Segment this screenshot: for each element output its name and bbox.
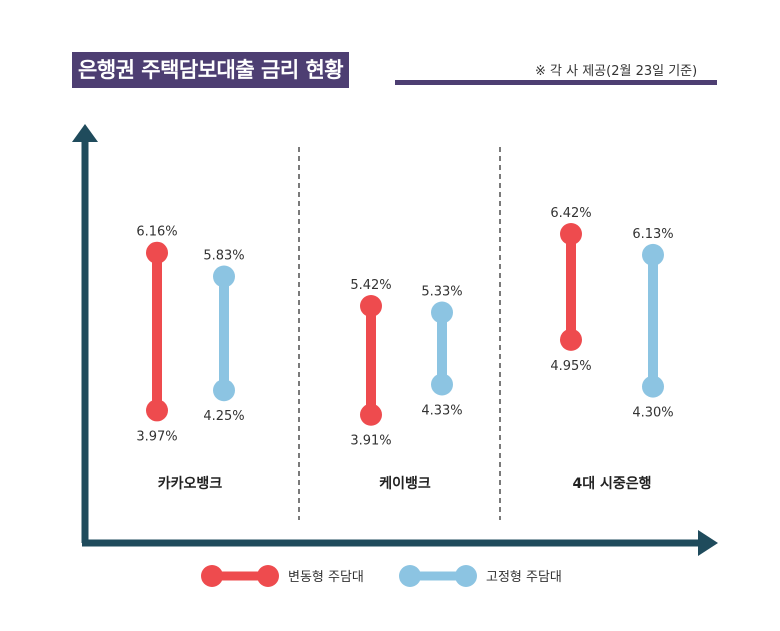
chart-title: 은행권 주택담보대출 금리 현황 [72, 52, 350, 88]
max-point [360, 295, 382, 317]
y-axis-arrow-icon [72, 124, 98, 142]
min-data-label: 4.33% [421, 403, 462, 418]
min-point [431, 373, 453, 396]
min-data-label: 4.25% [203, 409, 244, 424]
min-point [360, 403, 382, 426]
min-data-label: 4.30% [632, 406, 673, 421]
max-data-label: 5.83% [203, 248, 244, 263]
min-point [560, 328, 582, 351]
legend-label: 고정형 주담대 [486, 570, 562, 585]
min-point [642, 375, 664, 398]
max-point [146, 241, 168, 264]
min-point [146, 399, 168, 422]
min-point [213, 379, 235, 402]
legend-swatch-dot [455, 565, 477, 587]
legend-swatch-dot [257, 565, 279, 587]
max-data-label: 6.42% [550, 206, 591, 221]
legend-label: 변동형 주담대 [288, 570, 364, 585]
max-point [560, 223, 582, 245]
max-point [431, 301, 453, 324]
title-underline [395, 80, 717, 85]
max-data-label: 6.16% [136, 225, 177, 240]
category-label: 4대 시중은행 [572, 476, 651, 492]
legend-swatch-dot [201, 565, 223, 587]
min-data-label: 3.91% [350, 434, 391, 449]
category-label: 케이뱅크 [379, 475, 431, 492]
min-data-label: 3.97% [136, 429, 177, 444]
max-data-label: 5.42% [350, 278, 391, 293]
max-point [642, 243, 664, 266]
max-point [213, 265, 235, 288]
category-label: 카카오뱅크 [158, 476, 223, 492]
max-data-label: 6.13% [632, 227, 673, 242]
chart-subtitle: ※ 각 사 제공(2월 23일 기준) [535, 64, 698, 79]
legend-swatch-dot [399, 565, 421, 587]
x-axis-arrow-icon [698, 530, 718, 556]
max-data-label: 5.33% [421, 284, 462, 299]
min-data-label: 4.95% [550, 359, 591, 374]
